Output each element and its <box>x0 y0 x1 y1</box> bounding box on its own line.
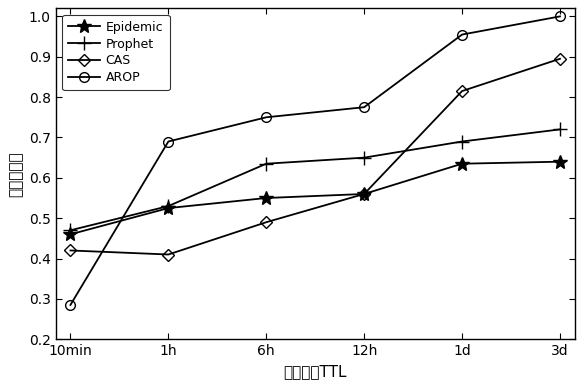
Prophet <box>557 127 564 132</box>
Epidemic <box>263 196 270 200</box>
Epidemic <box>459 161 466 166</box>
Line: Epidemic: Epidemic <box>64 155 567 241</box>
AROP <box>557 14 564 19</box>
CAS <box>557 57 564 61</box>
Legend: Epidemic, Prophet, CAS, AROP: Epidemic, Prophet, CAS, AROP <box>62 15 170 90</box>
CAS <box>263 220 270 224</box>
AROP <box>67 303 74 307</box>
Epidemic <box>557 159 564 164</box>
CAS <box>165 252 172 257</box>
AROP <box>165 139 172 144</box>
Line: CAS: CAS <box>66 55 564 259</box>
Prophet <box>459 139 466 144</box>
AROP <box>459 32 466 37</box>
Line: AROP: AROP <box>65 12 565 310</box>
Prophet <box>263 161 270 166</box>
AROP <box>263 115 270 120</box>
Epidemic <box>165 206 172 211</box>
Y-axis label: 投递成功率: 投递成功率 <box>8 151 23 197</box>
CAS <box>67 248 74 253</box>
X-axis label: 数据包的TTL: 数据包的TTL <box>283 364 347 378</box>
Epidemic <box>67 232 74 236</box>
Prophet <box>67 228 74 233</box>
Prophet <box>165 204 172 208</box>
CAS <box>459 89 466 93</box>
CAS <box>361 192 368 196</box>
Line: Prophet: Prophet <box>64 122 567 237</box>
Epidemic <box>361 192 368 196</box>
AROP <box>361 105 368 110</box>
Prophet <box>361 155 368 160</box>
